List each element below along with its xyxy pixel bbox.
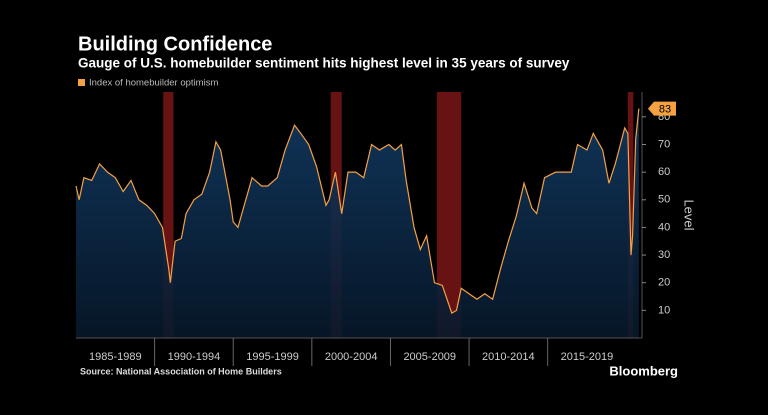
legend-swatch (78, 79, 85, 86)
value-callout-label: 83 (659, 103, 671, 115)
source: Source: National Association of Home Bui… (80, 366, 282, 376)
y-tick-label: 30 (658, 249, 670, 261)
chart-subtitle: Gauge of U.S. homebuilder sentiment hits… (78, 56, 570, 71)
brand: Bloomberg (609, 363, 678, 378)
y-tick-label: 10 (658, 304, 670, 316)
x-tick-label: 1990-1994 (168, 351, 221, 363)
value-callout (648, 101, 676, 116)
legend-label: Index of homebuilder optimism (89, 78, 218, 89)
y-tick-label: 40 (658, 221, 670, 233)
chart-title: Building Confidence (78, 33, 272, 55)
y-tick-label: 60 (658, 166, 670, 178)
y-axis-title: Level (682, 199, 697, 230)
area-fill (76, 108, 639, 338)
y-tick-label: 50 (658, 194, 670, 206)
x-tick-label: 2015-2019 (561, 351, 614, 363)
x-tick-label: 2005-2009 (403, 351, 456, 363)
y-tick-label: 20 (658, 277, 670, 289)
y-tick-label: 70 (658, 138, 670, 150)
x-tick-label: 2010-2014 (482, 351, 535, 363)
x-tick-label: 1995-1999 (246, 351, 299, 363)
x-tick-label: 2000-2004 (325, 351, 378, 363)
x-tick-label: 1985-1989 (89, 351, 142, 363)
recession-band (163, 92, 174, 338)
recession-band (627, 92, 634, 338)
series-line (75, 108, 640, 315)
